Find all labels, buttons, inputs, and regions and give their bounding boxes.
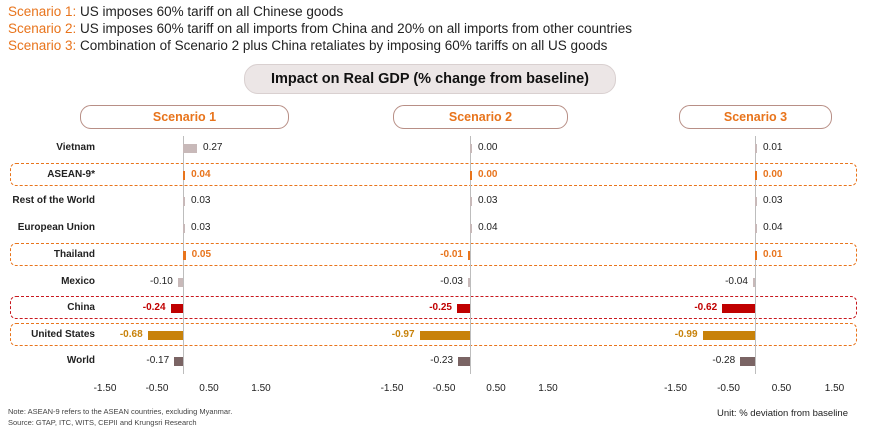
x-tick-s2-0-50: 0.50 [486,383,506,394]
value-label-s3-european-union: 0.04 [763,222,783,233]
value-label-s2-rest-of-the-world: 0.03 [478,195,498,206]
chart-title: Impact on Real GDP (% change from baseli… [244,64,616,94]
highlight-united-states [10,323,857,346]
bar-s2-thailand [468,250,470,260]
value-label-s1-asean-9: 0.04 [191,169,211,180]
bar-s2-vietnam [470,143,472,153]
bar-s1-united-states [147,330,183,340]
footnote-note: Note: ASEAN-9 refers to the ASEAN countr… [8,407,233,416]
value-label-s3-rest-of-the-world: 0.03 [763,195,783,206]
country-label-united-states: United States [31,329,95,340]
value-label-s1-mexico: -0.10 [150,276,173,287]
scenario-1-header: Scenario 1 [80,105,289,129]
bar-s1-vietnam [183,143,198,153]
bar-s1-world [174,356,183,366]
country-label-thailand: Thailand [53,249,95,260]
scenario-3-header: Scenario 3 [679,105,832,129]
highlight-asean-9 [10,163,857,186]
scenario-1-description: Scenario 1: US imposes 60% tariff on all… [8,3,343,20]
bar-s2-china [457,303,470,313]
scenario-2-tag: Scenario 2: [8,21,77,36]
x-tick-s1-0-50: -0.50 [145,383,169,394]
country-label-vietnam: Vietnam [56,142,95,153]
bar-s1-china [170,303,183,313]
value-label-s1-rest-of-the-world: 0.03 [191,195,211,206]
scenario-2-description: Scenario 2: US imposes 60% tariff on all… [8,20,632,37]
bar-s3-thailand [755,250,757,260]
x-tick-s1-1-50: -1.50 [93,383,117,394]
scenario-1-tag: Scenario 1: [8,4,77,19]
country-label-european-union: European Union [17,222,95,233]
bar-s3-rest-of-the-world [755,196,757,206]
scenario-3-text: Combination of Scenario 2 plus China ret… [76,38,608,53]
x-tick-s2-1-50: -1.50 [380,383,404,394]
bar-s3-asean-9 [755,170,757,180]
value-label-s2-thailand: -0.01 [440,249,463,260]
bar-s1-thailand [183,250,186,260]
value-label-s3-mexico: -0.04 [725,276,748,287]
value-label-s3-united-states: -0.99 [674,329,698,340]
bar-s1-asean-9 [183,170,186,180]
highlight-china [10,296,857,319]
x-tick-s2-1-50: 1.50 [538,383,558,394]
value-label-s3-thailand: 0.01 [763,249,783,260]
bar-s3-united-states [702,330,755,340]
bar-s2-european-union [470,223,473,233]
value-label-s2-vietnam: 0.00 [478,142,498,153]
x-tick-s2-0-50: -0.50 [432,383,456,394]
value-label-s3-vietnam: 0.01 [763,142,783,153]
value-label-s3-world: -0.28 [712,355,736,366]
x-tick-s1-0-50: 0.50 [199,383,219,394]
value-label-s1-vietnam: 0.27 [203,142,223,153]
bar-s1-mexico [177,277,183,287]
scenario-3-tag: Scenario 3: [8,38,77,53]
x-tick-s3-0-50: -0.50 [717,383,740,394]
value-label-s1-thailand: 0.05 [191,249,212,260]
bar-s1-rest-of-the-world [183,196,185,206]
bar-s3-china [722,303,755,313]
bar-s3-world [740,356,755,366]
value-label-s3-china: -0.62 [694,302,718,313]
value-label-s1-world: -0.17 [146,355,170,366]
value-label-s2-united-states: -0.97 [391,329,415,340]
scenario-2-header: Scenario 2 [393,105,568,129]
bar-s2-asean-9 [470,170,472,180]
bar-s1-european-union [183,223,185,233]
value-label-s2-asean-9: 0.00 [478,169,498,180]
value-label-s2-mexico: -0.03 [440,276,463,287]
bar-s3-european-union [755,223,758,233]
value-label-s1-european-union: 0.03 [191,222,211,233]
bar-s2-mexico [468,277,470,287]
value-label-s1-united-states: -0.68 [119,329,143,340]
bar-s2-world [458,356,470,366]
country-label-china: China [67,302,95,313]
x-tick-s1-1-50: 1.50 [251,383,271,394]
bar-s2-united-states [419,330,470,340]
bar-s3-mexico [752,277,755,287]
country-label-asean-9: ASEAN-9* [47,169,95,180]
country-label-world: World [66,355,95,366]
x-tick-s3-0-50: 0.50 [771,383,792,394]
bar-s3-vietnam [755,143,757,153]
x-tick-s3-1-50: 1.50 [824,383,845,394]
value-label-s2-european-union: 0.04 [478,222,498,233]
value-label-s2-world: -0.23 [430,355,454,366]
x-tick-s3-1-50: -1.50 [664,383,687,394]
bar-s2-rest-of-the-world [470,196,472,206]
unit-label: Unit: % deviation from baseline [717,408,848,419]
zero-axis-2 [470,136,471,374]
highlight-thailand [10,243,857,266]
footnote-source: Source: GTAP, ITC, WITS, CEPII and Krung… [8,418,197,427]
scenario-3-description: Scenario 3: Combination of Scenario 2 pl… [8,37,607,54]
value-label-s2-china: -0.25 [429,302,452,313]
value-label-s1-china: -0.24 [142,302,166,313]
scenario-2-text: US imposes 60% tariff on all imports fro… [76,21,633,36]
country-label-rest-of-the-world: Rest of the World [12,195,95,206]
scenario-1-text: US imposes 60% tariff on all Chinese goo… [76,4,344,19]
value-label-s3-asean-9: 0.00 [763,169,783,180]
country-label-mexico: Mexico [61,276,95,287]
